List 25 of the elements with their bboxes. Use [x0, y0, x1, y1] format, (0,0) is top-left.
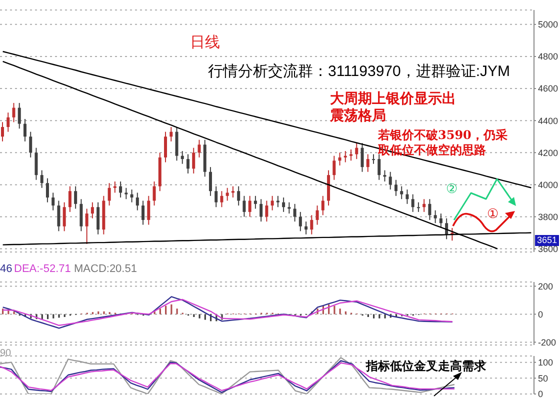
text: MACD:20.51 — [74, 262, 137, 276]
y-tick-label: 200 — [538, 281, 554, 292]
text: 46 — [0, 262, 12, 276]
y-tick-label: 4000 — [538, 180, 558, 190]
y-tick-label: 50 — [538, 373, 548, 384]
y-tick-label: 4600 — [538, 84, 558, 94]
y-tick-label: 4200 — [538, 148, 558, 158]
y-tick-label: 0 — [538, 309, 544, 320]
text: DEA:-52.71 — [14, 262, 71, 276]
y-tick-label: 4400 — [538, 116, 558, 126]
y-tick-label: 0 — [538, 389, 544, 398]
y-tick-label: 100 — [538, 358, 554, 368]
annotation: 指标低位金叉走高需求 — [366, 359, 486, 374]
y-tick-label: 5000 — [538, 20, 558, 30]
annotation: ② — [446, 181, 458, 197]
y-tick-label: 3800 — [538, 212, 558, 222]
y-tick-label: 3600 — [538, 244, 558, 254]
annotation: 3651 — [535, 234, 559, 246]
y-tick-label: -200 — [538, 337, 556, 348]
y-tick-label: 4800 — [538, 52, 558, 62]
annotation: 90 — [0, 347, 12, 360]
annotation: ① — [487, 206, 499, 222]
text: 日线 — [190, 33, 220, 52]
annotation: 大周期上银价显示出震荡格局 — [330, 91, 457, 125]
annotation: 行情分析交流群：311193970，进群验证:JYM — [208, 63, 510, 81]
